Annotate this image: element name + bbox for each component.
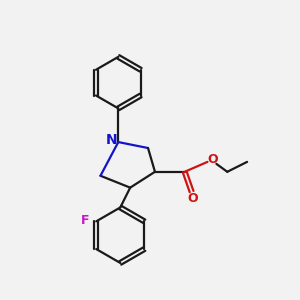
Text: F: F	[81, 214, 90, 227]
Text: O: O	[207, 153, 218, 167]
Text: N: N	[106, 133, 117, 147]
Text: O: O	[187, 192, 198, 205]
